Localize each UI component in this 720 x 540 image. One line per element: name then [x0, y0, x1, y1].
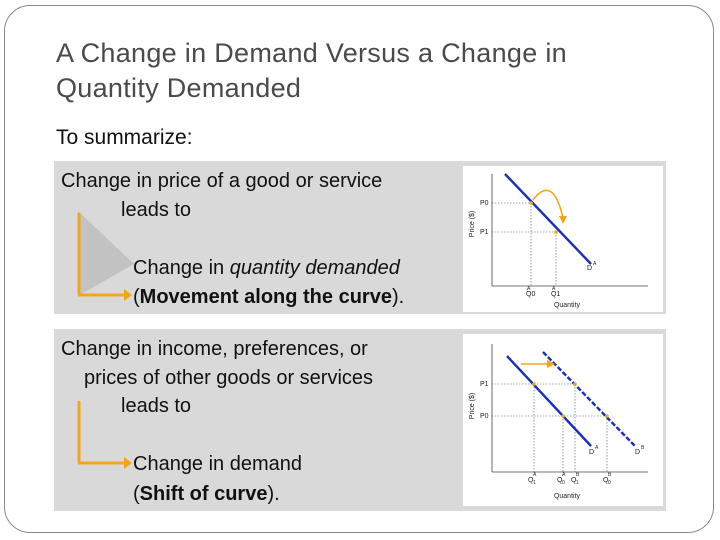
- summary-heading: To summarize:: [56, 126, 193, 149]
- title-line-1: A Change in Demand Versus a Change in: [56, 38, 567, 68]
- gray-triangle: [78, 211, 134, 296]
- chart2-point-4: [605, 414, 609, 418]
- slide-frame: [4, 5, 714, 533]
- chart1-p0-label: P0: [480, 200, 489, 207]
- chart2-q-label-2: Q: [557, 477, 563, 484]
- chart2-x-label: Quantity: [554, 493, 581, 500]
- panel2-effect-line-2: (Shift of curve).: [133, 480, 280, 508]
- chart2-p1-label: P1: [480, 381, 489, 388]
- slide-title: A Change in Demand Versus a Change in Qu…: [56, 36, 676, 106]
- chart1-curve-sup: A: [593, 261, 597, 267]
- chart1-q0-sup: A: [527, 286, 531, 292]
- panel2-paren-bold: Shift of curve: [139, 483, 268, 505]
- panel2-cause-line-3: leads to: [121, 395, 192, 417]
- chart2-q-sub-2: 0: [562, 480, 565, 486]
- panel2-paren-close: ).: [267, 483, 280, 505]
- chart2-curve-b-sup: B: [641, 445, 645, 451]
- panel1-effect-italic: quantity demanded: [229, 257, 400, 279]
- chart1-q1-label: Q1: [551, 291, 560, 298]
- panel1-cause-line-2: leads to: [121, 199, 192, 221]
- chart2-q-label-1: Q: [528, 477, 534, 484]
- panel1-effect-line-2: (Movement along the curve).: [133, 283, 404, 311]
- panel2-effect-line-1: Change in demand: [133, 453, 303, 475]
- chart1-y-label: Price ($): [469, 211, 476, 237]
- chart2-curve-a-sup: A: [595, 445, 599, 451]
- chart2-q-sup-4: B: [608, 472, 612, 478]
- chart2-demand-curve-a: [506, 355, 592, 447]
- leads-to-connector-2: [77, 401, 132, 469]
- chart1-curve-label: D: [587, 265, 592, 272]
- panel1-effect-prefix: Change in: [133, 257, 230, 279]
- chart1-q0-label: Q0: [526, 291, 535, 298]
- panel1-paren-open: (: [133, 286, 140, 308]
- chart2-q-sup-1: A: [533, 472, 537, 478]
- chart1-arrow-head-icon: [559, 216, 567, 224]
- panel2-cause-line-1: Change in income, preferences, or: [61, 338, 368, 360]
- panel1-effect-line-1: Change in quantity demanded: [133, 254, 400, 282]
- title-line-2: Quantity Demanded: [56, 73, 302, 103]
- chart1-x-label: Quantity: [554, 302, 581, 309]
- panel2-paren-open: (: [133, 483, 140, 505]
- chart2-q-sup-2: A: [562, 472, 566, 478]
- chart2-q-sup-3: B: [576, 472, 580, 478]
- panel1-cause-line-1: Change in price of a good or service: [61, 170, 383, 192]
- panel1-paren-bold: Movement along the curve: [139, 286, 392, 308]
- chart2-point-3: [573, 382, 577, 386]
- chart1-demand-curve: [504, 173, 592, 265]
- chart2-point-2: [561, 414, 565, 418]
- arrow-head-icon: [124, 289, 132, 301]
- chart2-q-sub-1: 1: [533, 480, 536, 486]
- chart2-shift-arrow-head-icon: [547, 360, 555, 368]
- chart2-p0-label: P0: [480, 413, 489, 420]
- movement-along-curve-graph: Price ($) Quantity P0 P1 Q0 A Q1 A D A: [463, 166, 663, 312]
- chart2-q-labels: Q 1 A Q 0 A Q 1 B Q 0 B: [528, 472, 612, 486]
- panel1-paren-close: ).: [391, 286, 405, 308]
- chart1-q1-sup: A: [552, 286, 556, 292]
- chart2-q-label-4: Q: [603, 477, 609, 484]
- chart1-movement-arrow: [532, 189, 564, 219]
- chart2-q-sub-3: 1: [576, 480, 579, 486]
- chart2-point-1: [532, 382, 536, 386]
- chart2-q-label-3: Q: [571, 477, 577, 484]
- leads-to-connector-1: [77, 211, 134, 301]
- chart1-p1-label: P1: [480, 229, 489, 236]
- chart2-q-sub-4: 0: [608, 480, 611, 486]
- shift-of-curve-graph: Price ($) Quantity P1 P0 Q 1 A Q 0 A Q 1: [463, 334, 663, 506]
- chart2-curve-a-label: D: [589, 449, 594, 456]
- chart1-point-a: [529, 201, 533, 205]
- arrow-head-icon: [124, 457, 132, 469]
- chart2-y-label: Price ($): [469, 393, 476, 419]
- chart1-point-b: [554, 230, 558, 234]
- chart2-curve-b-label: D: [635, 449, 640, 456]
- chart2-demand-curve-b: [542, 351, 636, 447]
- panel2-cause-line-2: prices of other goods or services: [84, 367, 374, 389]
